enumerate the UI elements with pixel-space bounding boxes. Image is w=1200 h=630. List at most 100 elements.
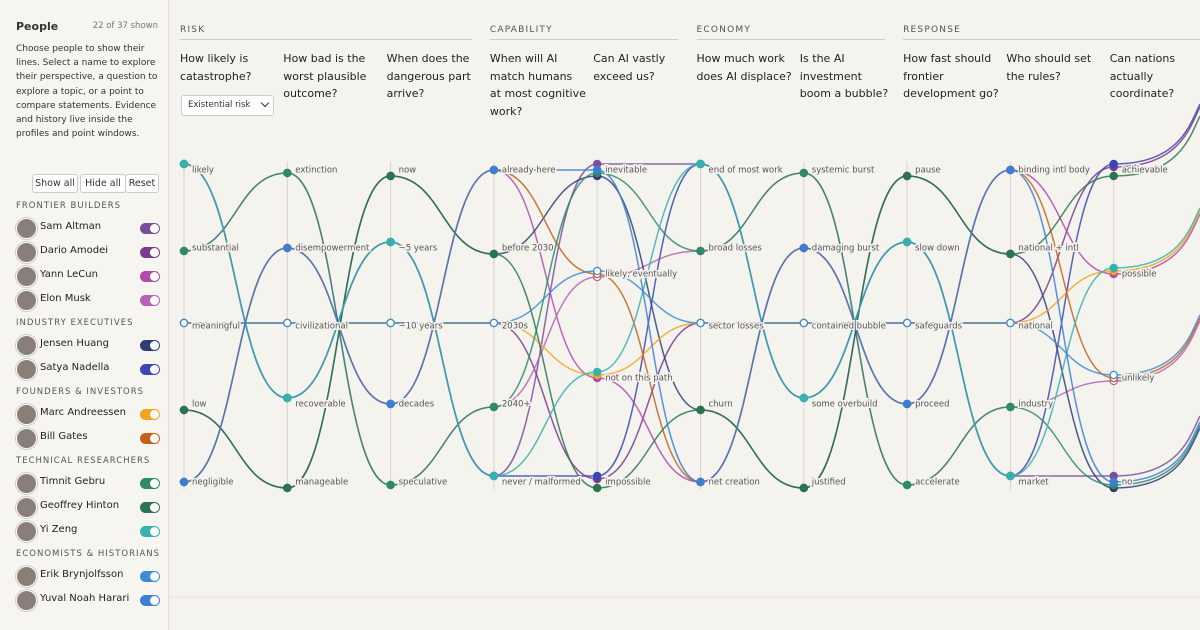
answer-dot [1109, 477, 1118, 487]
option-label: extinction [295, 166, 337, 176]
toggle[interactable] [140, 364, 160, 375]
avatar [16, 566, 37, 587]
option-label: not on this path [605, 374, 672, 384]
option-label: damaging burst [812, 244, 880, 254]
answer-dot [696, 405, 705, 415]
answer-dot [1006, 471, 1015, 481]
toggle[interactable] [140, 502, 160, 513]
answer-dot [1109, 159, 1118, 169]
person-name[interactable]: Yann LeCun [40, 269, 98, 280]
answer-dot [1006, 318, 1015, 328]
person-row[interactable]: Yann LeCun [16, 265, 162, 287]
person-name[interactable]: Geoffrey Hinton [40, 500, 120, 511]
toggle[interactable] [140, 247, 160, 258]
person-row[interactable]: Timnit Gebru [16, 472, 162, 494]
answer-dot [179, 159, 189, 169]
person-row[interactable]: Bill Gates [16, 427, 162, 449]
person-name[interactable]: Dario Amodei [40, 245, 108, 256]
person-name[interactable]: Satya Nadella [40, 362, 110, 373]
toggle[interactable] [140, 409, 160, 420]
option-label: some overbuild [812, 400, 878, 410]
person-name[interactable]: Erik Brynjolfsson [40, 569, 124, 580]
person-name[interactable]: Timnit Gebru [40, 476, 106, 487]
answer-dot [592, 165, 602, 175]
option-label: inevitable [605, 166, 647, 176]
question[interactable]: When does the dangerous part arrive? [386, 52, 471, 100]
question[interactable]: How much work does AI displace? [696, 52, 792, 83]
answer-dot [386, 399, 395, 409]
question[interactable]: Can nations actually coordinate? [1109, 52, 1176, 100]
button[interactable]: Reset [125, 174, 159, 193]
group-header: FOUNDERS & INVESTORS [16, 387, 145, 397]
answer-dot [1109, 370, 1118, 380]
person-name[interactable]: Sam Altman [40, 221, 102, 232]
answer-dot [179, 477, 189, 487]
option-label: justified [811, 478, 846, 488]
option-label: safeguards [915, 322, 963, 332]
person-row[interactable]: Satya Nadella [16, 358, 162, 380]
person-name[interactable]: Jensen Huang [40, 338, 109, 349]
person-row[interactable]: Dario Amodei [16, 241, 162, 263]
toggle[interactable] [140, 595, 160, 606]
person-row[interactable]: Geoffrey Hinton [16, 496, 162, 518]
person-name[interactable]: Bill Gates [40, 431, 88, 442]
toggle-knob [150, 479, 159, 488]
person-row[interactable]: Jensen Huang [16, 334, 162, 356]
answer-dot [489, 249, 499, 259]
toggle[interactable] [140, 223, 160, 234]
answer-dot [799, 168, 809, 178]
group-header: FRONTIER BUILDERS [16, 201, 122, 211]
option-label: sector losses [709, 322, 765, 332]
option-label: possible [1122, 270, 1157, 280]
question[interactable]: How likely is catastrophe? [180, 52, 252, 83]
option-label: likely, eventually [605, 270, 677, 280]
person-row[interactable]: Elon Musk [16, 289, 162, 311]
option-label: civilizational [295, 322, 348, 332]
avatar [16, 404, 37, 425]
toggle-knob [150, 272, 159, 281]
answer-dot [1109, 263, 1118, 273]
button[interactable]: Hide all [80, 174, 126, 193]
question[interactable]: Can AI vastly exceed us? [593, 52, 666, 83]
select[interactable]: Existential risk [181, 95, 274, 116]
toggle-knob [150, 248, 159, 257]
toggle[interactable] [140, 295, 160, 306]
option-label: impossible [605, 478, 650, 488]
avatar [16, 335, 37, 356]
toggle[interactable] [140, 271, 160, 282]
answer-dot [179, 405, 189, 415]
question[interactable]: How fast should frontier development go? [903, 52, 999, 100]
option-label: negligible [192, 478, 233, 488]
question[interactable]: How bad is the worst plausible outcome? [283, 52, 367, 100]
person-row[interactable]: Erik Brynjolfsson [16, 565, 162, 587]
toggle[interactable] [140, 478, 160, 489]
toggle[interactable] [140, 526, 160, 537]
toggle[interactable] [140, 433, 160, 444]
person-row[interactable]: Marc Andreessen [16, 403, 162, 425]
person-name[interactable]: Elon Musk [40, 293, 91, 304]
person-name[interactable]: Yi Zeng [40, 524, 78, 535]
answer-dot [283, 393, 292, 403]
answer-dot [283, 243, 292, 253]
option-label: broad losses [709, 244, 763, 254]
person-name[interactable]: Yuval Noah Harari [40, 593, 130, 604]
toggle-knob [150, 596, 159, 605]
question[interactable]: Is the AI investment boom a bubble? [799, 52, 889, 100]
question[interactable]: When will AI match humans at most cognit… [489, 52, 586, 118]
person-row[interactable]: Yi Zeng [16, 520, 162, 542]
question[interactable]: Who should set the rules? [1006, 52, 1092, 83]
toggle[interactable] [140, 571, 160, 582]
option-label: systemic burst [812, 166, 875, 176]
option-label: market [1018, 478, 1049, 488]
section-header: CAPABILITY [489, 25, 679, 40]
button[interactable]: Show all [32, 174, 78, 193]
person-row[interactable]: Sam Altman [16, 217, 162, 239]
option-label: achievable [1122, 166, 1168, 176]
option-label: never / malformed [502, 478, 581, 488]
person-row[interactable]: Yuval Noah Harari [16, 589, 162, 611]
answer-dot [179, 246, 189, 256]
toggle[interactable] [140, 340, 160, 351]
answer-dot [799, 243, 809, 253]
person-name[interactable]: Marc Andreessen [40, 407, 126, 418]
sidebar-title: People [16, 20, 59, 33]
